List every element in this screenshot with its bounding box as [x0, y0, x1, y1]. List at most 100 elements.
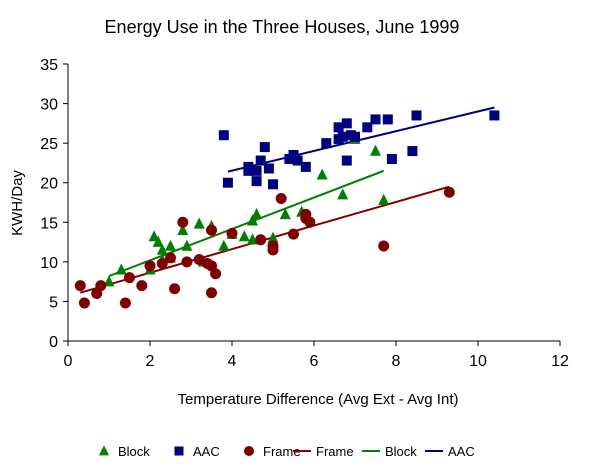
legend-marker-aac	[174, 446, 184, 456]
legend: Block AAC Frame Frame Block AAC	[99, 444, 475, 459]
point-block	[181, 239, 193, 251]
point-block	[238, 230, 250, 242]
point-block	[247, 233, 258, 245]
point-frame	[95, 280, 107, 292]
point-block	[251, 208, 263, 220]
x-tick-label: 10	[469, 353, 487, 370]
point-aac	[362, 122, 373, 133]
y-tick-label: 10	[40, 255, 58, 272]
point-frame	[181, 256, 193, 268]
point-frame	[378, 240, 390, 252]
legend-label-block: Block	[385, 444, 417, 459]
point-frame	[124, 272, 135, 284]
point-aac	[489, 110, 500, 121]
point-frame	[443, 186, 455, 198]
point-frame	[226, 227, 238, 239]
point-aac	[333, 122, 344, 133]
x-axis-title: Temperature Difference (Avg Ext - Avg In…	[178, 391, 459, 408]
point-aac	[337, 131, 348, 142]
point-frame	[177, 216, 189, 228]
point-frame	[206, 287, 217, 299]
point-aac	[411, 110, 422, 121]
point-frame	[169, 283, 181, 295]
point-frame	[78, 297, 90, 309]
y-tick-label: 30	[40, 97, 58, 114]
point-aac	[341, 118, 352, 129]
point-block	[247, 214, 258, 226]
legend-marker-frame	[244, 446, 254, 456]
point-aac	[251, 176, 262, 187]
point-aac	[243, 161, 254, 172]
point-frame	[165, 252, 176, 264]
point-frame	[74, 280, 86, 292]
point-block	[218, 239, 230, 251]
point-block	[165, 239, 176, 251]
y-tick-label: 15	[40, 215, 58, 232]
point-block	[378, 193, 390, 205]
trendline-block	[108, 169, 385, 278]
point-block	[337, 188, 349, 200]
trendline-aac	[227, 106, 495, 173]
point-frame	[255, 234, 267, 246]
point-block	[177, 223, 189, 235]
point-aac	[370, 114, 381, 125]
point-frame	[206, 224, 217, 236]
point-aac	[251, 165, 262, 176]
point-frame	[288, 228, 299, 240]
plot-area: 0 2 4 6 8 10 12 0 5 10 15 20 25 30 35	[40, 57, 569, 370]
legend-label-aac: AAC	[193, 444, 220, 459]
y-tick-label: 35	[40, 57, 58, 74]
y-tick-label: 25	[40, 136, 58, 153]
point-frame	[275, 193, 287, 205]
point-block	[193, 217, 205, 229]
point-block	[156, 243, 168, 255]
x-tick-label: 6	[310, 353, 319, 370]
x-tick-label: 4	[228, 353, 237, 370]
x-tick-label: 0	[64, 353, 73, 370]
point-block	[103, 275, 115, 287]
legend-label-frame: Frame	[263, 444, 301, 459]
point-aac	[350, 131, 360, 142]
point-aac	[386, 153, 397, 164]
point-aac	[407, 146, 418, 157]
point-aac	[218, 130, 229, 141]
point-frame	[144, 260, 156, 272]
point-frame	[210, 268, 222, 280]
legend-label-block: Block	[118, 444, 150, 459]
point-block	[370, 144, 381, 156]
y-tick-label: 20	[40, 176, 58, 193]
point-frame	[156, 257, 168, 269]
point-block	[279, 208, 291, 220]
point-aac	[300, 161, 311, 172]
x-tick-label: 2	[146, 353, 155, 370]
point-aac	[382, 114, 393, 125]
point-aac	[288, 150, 299, 161]
legend-label-frame: Frame	[316, 444, 354, 459]
point-frame	[300, 212, 312, 224]
point-aac	[255, 155, 266, 166]
chart-title: Energy Use in the Three Houses, June 199…	[105, 17, 460, 37]
point-aac	[259, 142, 270, 153]
point-frame	[267, 240, 279, 252]
point-aac	[222, 177, 233, 188]
point-frame	[193, 253, 205, 265]
legend-marker-block	[99, 445, 109, 456]
point-frame	[136, 280, 148, 292]
y-tick-label: 5	[49, 294, 58, 311]
point-aac	[292, 155, 303, 166]
y-axis-title: KWH/Day	[9, 170, 26, 236]
x-tick-label: 8	[392, 353, 401, 370]
point-block	[316, 168, 328, 180]
x-tick-label: 12	[551, 353, 569, 370]
point-aac	[268, 179, 278, 190]
point-aac	[263, 163, 274, 174]
y-tick-label: 0	[49, 334, 58, 351]
point-frame	[119, 297, 131, 309]
point-aac	[321, 138, 332, 149]
point-block	[152, 235, 164, 247]
point-block	[267, 231, 279, 243]
legend-label-aac: AAC	[448, 444, 475, 459]
point-aac	[341, 155, 352, 166]
point-block	[115, 263, 127, 275]
